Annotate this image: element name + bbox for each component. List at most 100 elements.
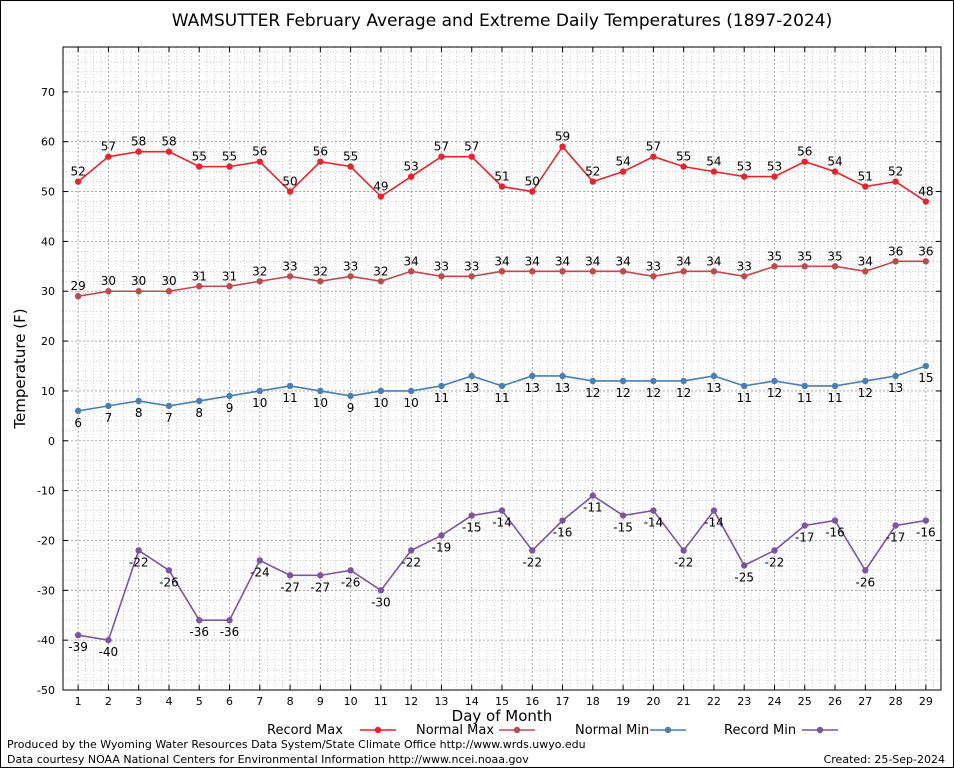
data-label: -40 xyxy=(99,645,119,659)
chart-title: WAMSUTTER February Average and Extreme D… xyxy=(172,11,832,31)
data-point xyxy=(438,382,445,390)
data-point xyxy=(468,153,475,160)
data-point xyxy=(619,168,627,175)
data-point xyxy=(801,382,808,390)
data-point xyxy=(317,387,324,395)
data-label: 56 xyxy=(252,145,267,159)
data-label: 33 xyxy=(343,259,358,273)
data-label: 12 xyxy=(858,386,873,400)
data-point xyxy=(529,372,536,380)
data-point xyxy=(741,562,748,569)
legend-marker xyxy=(374,726,382,734)
data-point xyxy=(135,397,142,405)
data-label: 29 xyxy=(70,279,85,293)
data-label: 15 xyxy=(918,371,933,385)
data-label: -22 xyxy=(674,555,694,569)
y-tick-label: -40 xyxy=(37,634,55,647)
data-point xyxy=(407,387,415,395)
data-point xyxy=(498,183,506,190)
data-label: -22 xyxy=(765,555,785,569)
data-point xyxy=(317,278,324,285)
data-label: -15 xyxy=(462,521,482,535)
x-tick-label: 9 xyxy=(317,695,324,708)
data-label: 13 xyxy=(464,381,479,395)
data-label: -25 xyxy=(734,570,754,584)
data-label: -24 xyxy=(250,565,270,579)
x-tick-label: 18 xyxy=(586,695,600,708)
data-label: -22 xyxy=(129,555,149,569)
data-label: 34 xyxy=(706,254,721,268)
data-point xyxy=(801,263,808,270)
data-point xyxy=(680,163,687,170)
data-point xyxy=(771,377,778,385)
data-label: 56 xyxy=(797,145,812,159)
data-label: 56 xyxy=(313,145,328,159)
legend-label: Record Min xyxy=(724,723,796,738)
data-label: 12 xyxy=(646,386,661,400)
data-label: -16 xyxy=(553,526,573,540)
data-label: 12 xyxy=(585,386,600,400)
data-label: 48 xyxy=(918,185,933,199)
data-label: 30 xyxy=(101,274,116,288)
data-point xyxy=(226,392,233,400)
data-point xyxy=(196,163,203,170)
data-label: -30 xyxy=(371,595,391,609)
data-point xyxy=(771,173,778,180)
data-point xyxy=(377,193,385,200)
data-point xyxy=(529,547,536,554)
data-point xyxy=(226,617,233,624)
data-point xyxy=(165,288,173,295)
data-point xyxy=(650,377,657,385)
data-point xyxy=(317,158,324,165)
data-point xyxy=(165,567,173,574)
data-label: 7 xyxy=(165,411,173,425)
data-label: 58 xyxy=(161,135,176,149)
data-label: -15 xyxy=(613,521,633,535)
data-label: 34 xyxy=(404,254,419,268)
data-label: 7 xyxy=(105,411,113,425)
legend-label: Normal Max xyxy=(416,723,494,738)
data-point xyxy=(710,372,718,380)
data-label: -22 xyxy=(401,555,421,569)
data-point xyxy=(589,268,597,275)
data-label: 13 xyxy=(555,381,570,395)
data-point xyxy=(165,402,173,410)
x-tick-label: 10 xyxy=(344,695,358,708)
data-point xyxy=(407,173,415,180)
x-tick-label: 4 xyxy=(165,695,172,708)
data-point xyxy=(680,377,687,385)
data-point xyxy=(892,178,899,185)
data-point xyxy=(529,268,536,275)
x-tick-label: 16 xyxy=(525,695,539,708)
data-point xyxy=(74,178,82,185)
x-tick-label: 24 xyxy=(767,695,781,708)
data-point xyxy=(831,263,839,270)
data-point xyxy=(438,532,445,539)
data-label: -36 xyxy=(189,625,209,639)
x-tick-label: 14 xyxy=(465,695,479,708)
x-tick-label: 21 xyxy=(677,695,691,708)
data-point xyxy=(347,273,354,280)
data-label: 12 xyxy=(676,386,691,400)
data-label: 52 xyxy=(888,165,903,179)
data-label: -26 xyxy=(856,575,876,589)
data-point xyxy=(105,402,112,410)
footer-produced: Produced by the Wyoming Water Resources … xyxy=(7,738,586,751)
data-point xyxy=(559,268,566,275)
data-label: 13 xyxy=(888,381,903,395)
data-label: 34 xyxy=(525,254,540,268)
data-label: 57 xyxy=(464,140,479,154)
data-point xyxy=(619,512,627,519)
x-tick-label: 12 xyxy=(404,695,418,708)
data-label: 10 xyxy=(252,396,267,410)
data-point xyxy=(377,587,385,594)
data-point xyxy=(801,522,808,529)
data-label: 55 xyxy=(343,150,358,164)
data-label: -27 xyxy=(280,580,300,594)
data-point xyxy=(892,522,899,529)
data-label: -22 xyxy=(522,555,542,569)
data-point xyxy=(256,387,263,395)
data-point xyxy=(135,288,142,295)
legend-label: Normal Min xyxy=(575,723,649,738)
y-tick-label: -30 xyxy=(37,584,55,597)
